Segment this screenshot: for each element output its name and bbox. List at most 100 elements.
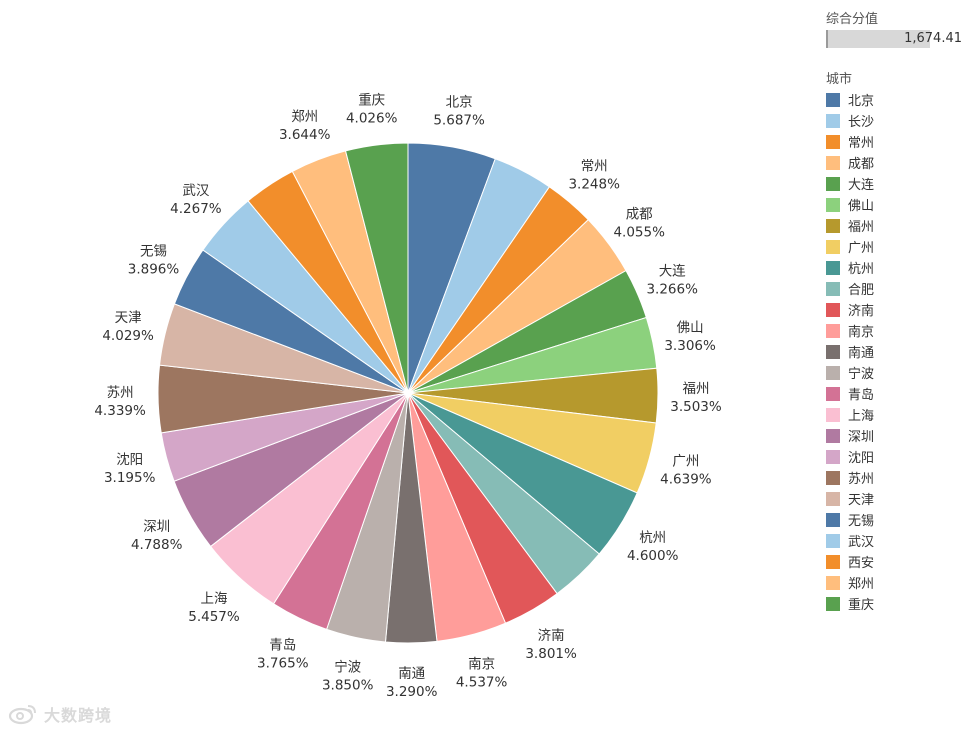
legend-swatch — [826, 365, 840, 380]
legend-item[interactable]: 杭州 — [826, 257, 966, 278]
slice-label-value: 4.026% — [346, 110, 398, 126]
color-legend-title: 城市 — [826, 72, 853, 87]
legend-swatch — [826, 470, 840, 485]
size-legend-value: 1,674.41 — [904, 31, 962, 46]
legend-label: 天津 — [848, 493, 875, 508]
legend-swatch — [826, 428, 840, 443]
legend-label: 杭州 — [848, 262, 875, 277]
legend-swatch — [826, 218, 840, 233]
legend-label: 重庆 — [848, 598, 875, 613]
slice-label-value: 3.306% — [664, 338, 716, 354]
slice-label-value: 3.290% — [386, 684, 438, 700]
legend-swatch — [826, 92, 840, 107]
legend-item[interactable]: 武汉 — [826, 530, 966, 551]
weibo-logo-icon — [8, 705, 36, 725]
slice-label-value: 3.195% — [104, 470, 156, 486]
legend-item[interactable]: 深圳 — [826, 425, 966, 446]
legend-label: 北京 — [848, 94, 875, 109]
pie-slices — [157, 142, 659, 644]
legend-swatch — [826, 575, 840, 590]
legend-swatch — [826, 512, 840, 527]
legend-swatch — [826, 302, 840, 317]
slice-label-name: 郑州 — [291, 109, 318, 125]
legend-label: 福州 — [848, 220, 875, 235]
slice-label-name: 广州 — [672, 454, 699, 470]
slice-label-value: 3.644% — [279, 127, 331, 143]
legend-item[interactable]: 佛山 — [826, 194, 966, 215]
slice-label-name: 青岛 — [269, 637, 296, 653]
legend-label: 深圳 — [848, 430, 875, 445]
slice-label-value: 5.687% — [433, 113, 485, 129]
legend-swatch — [826, 344, 840, 359]
slice-label-name: 北京 — [446, 95, 473, 111]
slice-label-name: 苏州 — [107, 385, 134, 401]
legend-item[interactable]: 成都 — [826, 152, 966, 173]
slice-label-value: 3.765% — [257, 655, 309, 671]
slice-label-name: 成都 — [626, 206, 653, 222]
slice-label-name: 宁波 — [334, 659, 361, 676]
slice-label-name: 沈阳 — [116, 452, 143, 468]
legend-swatch — [826, 449, 840, 464]
legend-swatch — [826, 407, 840, 422]
slice-label-value: 3.503% — [670, 399, 722, 415]
legend-item[interactable]: 沈阳 — [826, 446, 966, 467]
slice-label-name: 大连 — [659, 263, 686, 279]
legend-label: 西安 — [848, 556, 875, 571]
legend-item[interactable]: 上海 — [826, 404, 966, 425]
legend-item[interactable]: 青岛 — [826, 383, 966, 404]
legend-label: 长沙 — [848, 115, 875, 130]
slice-label-name: 济南 — [538, 628, 565, 644]
legend-item[interactable]: 无锡 — [826, 509, 966, 530]
legend-item[interactable]: 西安 — [826, 551, 966, 572]
legend-item[interactable]: 合肥 — [826, 278, 966, 299]
legend-label: 宁波 — [848, 367, 875, 382]
slice-label-name: 上海 — [201, 591, 228, 607]
legend-label: 合肥 — [848, 283, 875, 298]
slice-label-value: 3.266% — [646, 281, 698, 297]
slice-label-value: 3.896% — [128, 261, 180, 277]
slice-label-value: 3.850% — [322, 678, 374, 694]
pie-chart: 北京 5.687% 常州 3.248% 成都 4.055% 大连 3.266% 佛山 3.306%… — [94, 92, 722, 700]
legend-label: 济南 — [848, 304, 875, 319]
legend-label: 沈阳 — [848, 451, 875, 466]
legend-swatch — [826, 239, 840, 254]
legend-item[interactable]: 南通 — [826, 341, 966, 362]
legend-item[interactable]: 长沙 — [826, 110, 966, 131]
slice-label-value: 4.788% — [131, 537, 183, 553]
slice-label-name: 常州 — [581, 158, 608, 174]
slice-label-value: 4.537% — [456, 674, 508, 690]
watermark-text: 大数跨境 — [44, 706, 113, 725]
legend-swatch — [826, 533, 840, 548]
slice-label-name: 深圳 — [143, 519, 170, 535]
legend-label: 常州 — [848, 136, 875, 151]
slice-label-name: 天津 — [115, 310, 142, 326]
legend-item[interactable]: 南京 — [826, 320, 966, 341]
size-legend-bar: 1,674.41 — [826, 30, 962, 48]
pie-labels: 北京 5.687% 常州 3.248% 成都 4.055% 大连 3.266% 佛山 3.306%… — [94, 92, 722, 700]
legend-swatch — [826, 596, 840, 611]
legend-item[interactable]: 天津 — [826, 488, 966, 509]
legend-label: 成都 — [848, 157, 875, 172]
legend-label: 南京 — [848, 325, 875, 340]
pie-slice[interactable] — [344, 142, 409, 394]
legend-item[interactable]: 常州 — [826, 131, 966, 152]
legend-item[interactable]: 大连 — [826, 173, 966, 194]
legend-item[interactable]: 郑州 — [826, 572, 966, 593]
legend-swatch — [826, 323, 840, 338]
legend-label: 南通 — [848, 346, 875, 361]
legend-label: 佛山 — [848, 199, 875, 214]
legend-item[interactable]: 广州 — [826, 236, 966, 257]
legend-item[interactable]: 福州 — [826, 215, 966, 236]
legend-item[interactable]: 苏州 — [826, 467, 966, 488]
legend-item[interactable]: 济南 — [826, 299, 966, 320]
legend-item[interactable]: 重庆 — [826, 593, 966, 614]
slice-label-name: 南京 — [468, 656, 495, 672]
legend-item[interactable]: 北京 — [826, 89, 966, 110]
slice-label-name: 佛山 — [677, 320, 704, 336]
watermark: 大数跨境 — [8, 702, 112, 726]
legend-swatch — [826, 113, 840, 128]
legend-item[interactable]: 宁波 — [826, 362, 966, 383]
slice-label-name: 南通 — [398, 666, 425, 682]
legend-swatch — [826, 491, 840, 506]
slice-label-name: 杭州 — [639, 530, 666, 546]
